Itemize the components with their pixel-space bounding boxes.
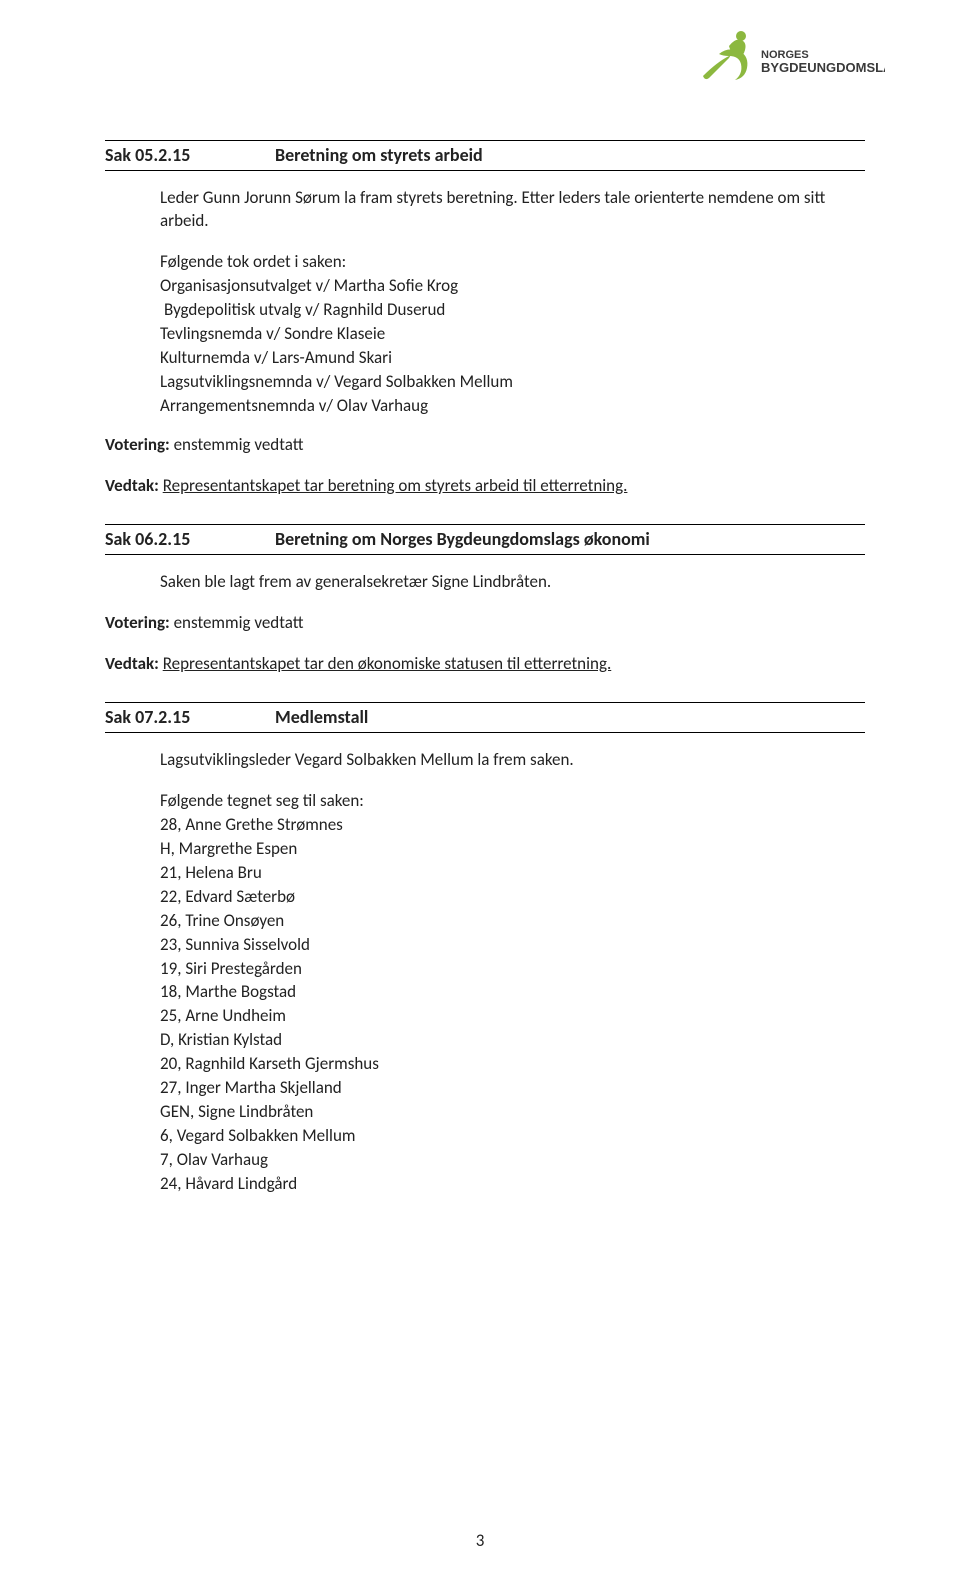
sak-id: Sak 07.2.15: [105, 705, 275, 729]
list-item: 28, Anne Grethe Strømnes: [160, 814, 865, 837]
section1-list-lead: Følgende tok ordet i saken:: [160, 251, 865, 274]
list-item: 18, Marthe Bogstad: [160, 981, 865, 1004]
list-item: 26, Trine Onsøyen: [160, 910, 865, 933]
vedtak-text: Representantskapet tar den økonomiske st…: [163, 653, 612, 674]
list-item: Arrangementsnemnda v/ Olav Varhaug: [160, 395, 865, 418]
list-item: Kulturnemda v/ Lars-Amund Skari: [160, 347, 865, 370]
logo-text-2: BYGDEUNGDOMSLAG: [761, 60, 885, 75]
sak-title: Beretning om Norges Bygdeungdomslags øko…: [275, 527, 650, 551]
list-item: Tevlingsnemda v/ Sondre Klaseie: [160, 323, 865, 346]
list-item: 20, Ragnhild Karseth Gjermshus: [160, 1053, 865, 1076]
list-item: 19, Siri Prestegården: [160, 958, 865, 981]
section3-intro: Lagsutviklingsleder Vegard Solbakken Mel…: [160, 749, 865, 772]
vedtak-label: Vedtak:: [105, 475, 159, 496]
list-item: Organisasjonsutvalget v/ Martha Sofie Kr…: [160, 275, 865, 298]
votering-text: enstemmig vedtatt: [174, 612, 304, 633]
list-item: 6, Vegard Solbakken Mellum: [160, 1125, 865, 1148]
section3-list-lead: Følgende tegnet seg til saken:: [160, 790, 865, 813]
page-number: 3: [0, 1530, 960, 1553]
list-item: GEN, Signe Lindbråten: [160, 1101, 865, 1124]
list-item: H, Margrethe Espen: [160, 838, 865, 861]
list-item: 23, Sunniva Sisselvold: [160, 934, 865, 957]
section2-votering: Votering: enstemmig vedtatt: [105, 612, 865, 635]
list-item: 21, Helena Bru: [160, 862, 865, 885]
sak-id: Sak 06.2.15: [105, 527, 275, 551]
vedtak-label: Vedtak:: [105, 653, 159, 674]
list-item: 24, Håvard Lindgård: [160, 1173, 865, 1196]
list-item: Lagsutviklingsnemnda v/ Vegard Solbakken…: [160, 371, 865, 394]
section-heading-05: Sak 05.2.15 Beretning om styrets arbeid: [105, 140, 865, 171]
section1-vedtak: Vedtak: Representantskapet tar beretning…: [105, 475, 865, 498]
votering-label: Votering:: [105, 434, 170, 455]
vedtak-text: Representantskapet tar beretning om styr…: [163, 475, 628, 496]
list-item: 27, Inger Martha Skjelland: [160, 1077, 865, 1100]
section3-signup-list: 28, Anne Grethe Strømnes H, Margrethe Es…: [160, 814, 865, 1196]
org-logo: NORGES BYGDEUNGDOMSLAG: [685, 28, 885, 98]
list-item: 25, Arne Undheim: [160, 1005, 865, 1028]
section2-intro: Saken ble lagt frem av generalsekretær S…: [160, 571, 865, 594]
section-heading-06: Sak 06.2.15 Beretning om Norges Bygdeung…: [105, 524, 865, 555]
section1-intro: Leder Gunn Jorunn Sørum la fram styrets …: [160, 187, 865, 233]
sak-title: Medlemstall: [275, 705, 368, 729]
list-item: 22, Edvard Sæterbø: [160, 886, 865, 909]
sak-id: Sak 05.2.15: [105, 143, 275, 167]
votering-label: Votering:: [105, 612, 170, 633]
section-heading-07: Sak 07.2.15 Medlemstall: [105, 702, 865, 733]
section1-votering: Votering: enstemmig vedtatt: [105, 434, 865, 457]
list-item: D, Kristian Kylstad: [160, 1029, 865, 1052]
sak-title: Beretning om styrets arbeid: [275, 143, 483, 167]
section1-speaker-list: Organisasjonsutvalget v/ Martha Sofie Kr…: [160, 275, 865, 418]
list-item: 7, Olav Varhaug: [160, 1149, 865, 1172]
list-item: Bygdepolitisk utvalg v/ Ragnhild Duserud: [164, 299, 865, 322]
votering-text: enstemmig vedtatt: [174, 434, 304, 455]
section2-vedtak: Vedtak: Representantskapet tar den økono…: [105, 653, 865, 676]
